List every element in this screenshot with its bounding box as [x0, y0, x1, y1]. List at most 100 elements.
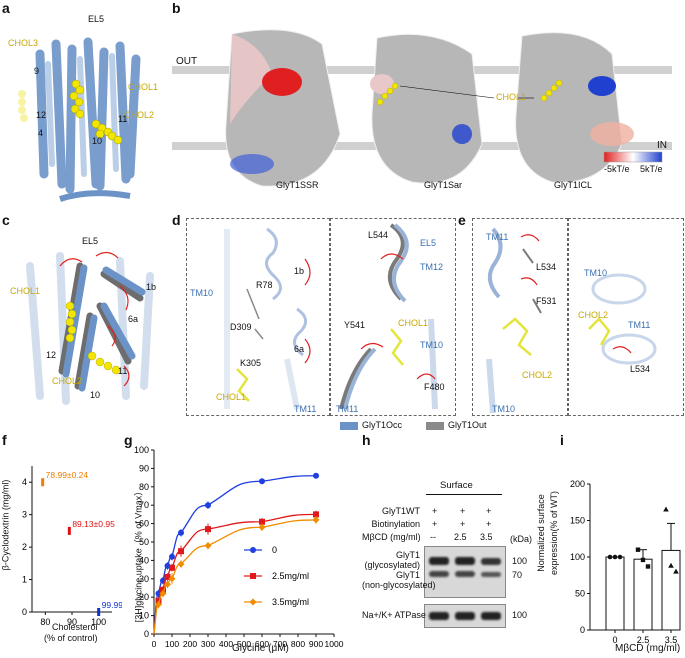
label-chol1-dr: CHOL1: [398, 318, 429, 328]
g-ytick-label-4: 40: [139, 555, 149, 565]
label-h4-a: 4: [38, 128, 44, 138]
h-band-2-2: [481, 572, 501, 577]
label-tm11-el: TM11: [486, 232, 509, 242]
g-point-2-1: [159, 590, 167, 598]
f-xlabel-line2: (% of control): [44, 633, 98, 643]
panel-d-left-structure: [224, 227, 311, 410]
f-point-label-2: 99.99±0.55: [102, 600, 122, 610]
panel-d-right-structure: [339, 223, 438, 410]
g-ytick-label-0: 0: [144, 629, 149, 639]
label-tm10-dr: TM10: [420, 340, 444, 350]
i-bar-1: [633, 558, 653, 631]
g-xtick-label-10: 1000: [325, 639, 344, 649]
g-point-0-4: [178, 529, 184, 536]
scale-pos-label: 5kT/e: [640, 164, 663, 174]
g-ytick-label-2: 20: [139, 592, 149, 602]
g-point-0-3: [169, 553, 175, 560]
g-point-2-5: [204, 542, 212, 550]
g-point-2-0: [155, 601, 162, 609]
g-ytick-label-9: 90: [139, 463, 149, 473]
h-band1b-label: (glycosylated): [364, 560, 420, 570]
label-tm11-er: TM11: [628, 320, 651, 330]
f-xtick-label-1: 90: [67, 617, 77, 627]
label-f531: F531: [536, 296, 557, 306]
i-ylabel-line2: expression(% of WT): [549, 490, 560, 576]
label-h11-a: 11: [118, 114, 128, 124]
i-point-1-0: [635, 547, 641, 552]
i-ytick-label-4: 200: [570, 479, 585, 489]
label-tm10-el: TM10: [492, 404, 516, 414]
panel-e-left-box: [472, 218, 568, 416]
panel-letter-d: d: [172, 212, 181, 228]
g-legend-label-1: 2.5mg/ml: [272, 571, 309, 581]
label-12-c: 12: [46, 350, 57, 360]
g-point-1-7: [313, 511, 319, 518]
protein-overlay-c: [26, 251, 154, 405]
h-surface-line: [426, 494, 502, 495]
f-point-1: [67, 526, 71, 535]
i-point-0-0: [607, 554, 613, 560]
scale-neg-label: -5kT/e: [604, 164, 630, 174]
i-ylabel-line1: Normalized surface: [535, 494, 546, 572]
panel-letter-c: c: [2, 212, 10, 228]
panel-e-left-structure: [486, 227, 542, 414]
panel-a-structure: [0, 14, 170, 210]
i-xtick-label-0: 0: [612, 635, 617, 645]
g-point-0-7: [313, 472, 319, 479]
h-band-2-0: [429, 571, 449, 577]
g-point-2-7: [312, 516, 320, 524]
label-el5-a: EL5: [88, 14, 105, 24]
g-legend-marker-2: [249, 598, 257, 606]
h-r3-v2: 3.5: [480, 532, 493, 542]
h-r1-v2: +: [486, 506, 492, 516]
h-r2-v1: +: [460, 519, 466, 529]
g-ytick-label-1: 10: [139, 611, 149, 621]
panel-letter-b: b: [172, 0, 181, 16]
label-f480: F480: [424, 382, 445, 392]
f-point-label-1: 89.13±0.95: [72, 519, 115, 529]
panel-letter-h: h: [362, 432, 371, 448]
g-legend-label-2: 3.5mg/ml: [272, 597, 309, 607]
g-xlabel: Glycine (μM): [232, 643, 289, 654]
g-legend-marker-0: [250, 547, 256, 553]
panel-h-blot: Surface GlyT1WT Biotinylation MβCD (mg/m…: [362, 446, 558, 646]
panel-letter-e: e: [458, 212, 466, 228]
g-xtick-label-4: 400: [219, 639, 233, 649]
i-xtick-label-1: 2.5: [637, 635, 650, 645]
i-ytick-label-2: 100: [570, 552, 585, 562]
f-ytick-label-3: 3: [22, 510, 27, 520]
g-point-2-2: [164, 580, 171, 588]
g-point-2-3: [168, 575, 176, 583]
f-point-0: [41, 478, 45, 487]
panel-d-right-box: [330, 218, 456, 416]
panel-d-left-box: [186, 218, 330, 416]
f-point-2: [97, 608, 101, 616]
g-xtick-label-5: 500: [237, 639, 251, 649]
label-in: IN: [657, 140, 667, 151]
g-point-1-4: [178, 548, 184, 555]
h-mw-100b: 100: [512, 610, 528, 620]
h-band-1-1: [455, 557, 475, 565]
h-band-1-0: [429, 557, 449, 565]
label-chol2-el: CHOL2: [522, 370, 553, 380]
g-point-0-5: [205, 502, 211, 509]
label-r78: R78: [256, 280, 273, 290]
g-ylabel: [3H]glycine uptake（% of Vmax）: [133, 486, 144, 623]
panel-b-surfaces: [172, 14, 682, 200]
g-ytick-label-5: 50: [139, 537, 149, 547]
label-l534-el: L534: [536, 262, 557, 272]
label-out: OUT: [176, 56, 198, 67]
chart-i: 0 50 100 150 200 0 2.5 3.5: [570, 479, 681, 645]
h-band-3-0: [429, 612, 449, 620]
label-chol2-er: CHOL2: [578, 310, 609, 320]
panel-e-right-box: [568, 218, 684, 416]
i-point-2-2: [673, 568, 679, 574]
label-el5-d: EL5: [420, 238, 437, 248]
h-band3-label: Na+/K+ ATPase: [362, 610, 426, 620]
label-d309: D309: [230, 322, 252, 332]
h-mw-70: 70: [512, 570, 523, 580]
color-scale-bar: [603, 151, 663, 163]
g-xtick-label-0: 0: [152, 639, 157, 649]
f-xlabel-line1: Cholesterol: [52, 622, 98, 632]
